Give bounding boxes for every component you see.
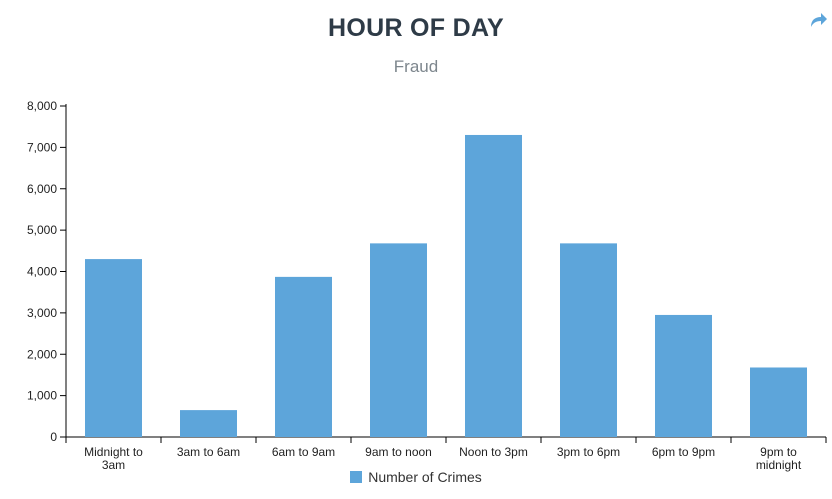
y-tick-label: 4,000 bbox=[27, 265, 57, 279]
legend[interactable]: Number of Crimes bbox=[0, 469, 832, 485]
x-tick-label: 6pm to 9pm bbox=[652, 445, 715, 459]
y-tick-label: 1,000 bbox=[27, 389, 57, 403]
bar bbox=[465, 134, 522, 437]
bar bbox=[370, 243, 427, 437]
bar bbox=[85, 259, 142, 437]
x-tick-label: Midnight to 3am bbox=[84, 445, 143, 472]
legend-label: Number of Crimes bbox=[368, 469, 482, 485]
y-tick-label: 7,000 bbox=[27, 140, 57, 154]
x-tick-label: 3pm to 6pm bbox=[557, 445, 620, 459]
bar bbox=[275, 276, 332, 437]
x-tick-label: Noon to 3pm bbox=[459, 445, 528, 459]
bar bbox=[655, 314, 712, 437]
y-tick-label: 2,000 bbox=[27, 347, 57, 361]
bar bbox=[560, 243, 617, 437]
bar bbox=[180, 410, 237, 437]
y-tick-label: 6,000 bbox=[27, 182, 57, 196]
chart-title: HOUR OF DAY bbox=[327, 14, 504, 42]
y-tick-label: 3,000 bbox=[27, 306, 57, 320]
x-tick-label: 3am to 6am bbox=[177, 445, 240, 459]
y-tick-label: 0 bbox=[50, 430, 57, 444]
y-tick-label: 8,000 bbox=[27, 99, 57, 113]
y-tick-label: 5,000 bbox=[27, 223, 57, 237]
chart-subtitle: Fraud bbox=[393, 57, 439, 76]
share-arrow-icon[interactable] bbox=[808, 10, 828, 30]
x-tick-label: 9pm to midnight bbox=[756, 445, 802, 472]
bar bbox=[750, 367, 807, 437]
x-tick-label: 6am to 9am bbox=[272, 445, 335, 459]
legend-swatch bbox=[350, 471, 363, 483]
x-tick-label: 9am to noon bbox=[365, 445, 432, 459]
